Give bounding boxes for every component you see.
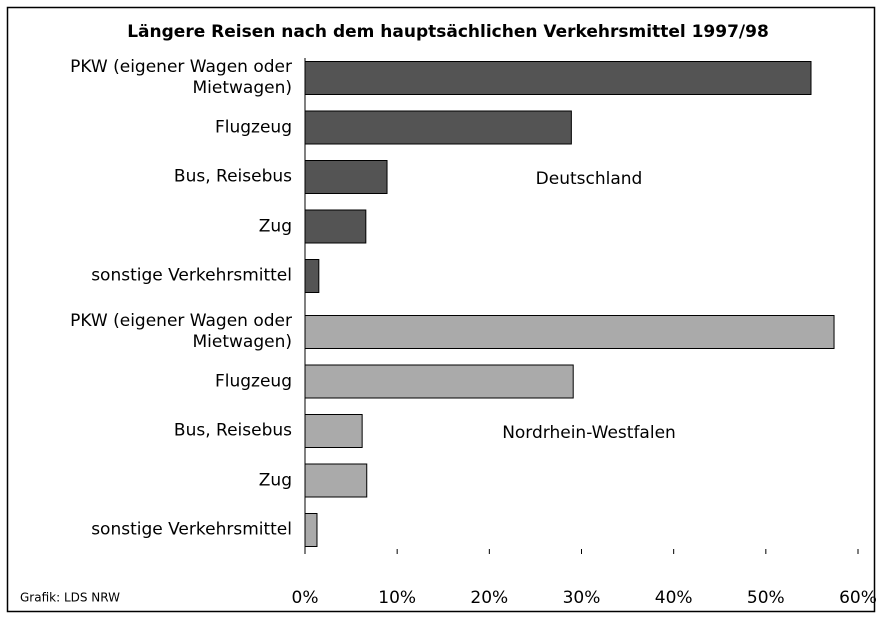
frame [6, 6, 876, 613]
y-tick-label: Zug [258, 470, 292, 490]
x-tick-label: 30% [563, 588, 601, 608]
x-tick-label: 40% [655, 588, 693, 608]
y-tick-label: PKW (eigener Wagen oder Mietwagen) [70, 57, 292, 98]
bar [304, 364, 574, 399]
bar [304, 414, 363, 448]
bar [304, 513, 318, 547]
series-label: Deutschland [536, 169, 643, 189]
bar [304, 463, 368, 498]
y-tick-label: Bus, Reisebus [173, 420, 292, 441]
bar [304, 209, 367, 244]
source: Grafik: LDS NRW [20, 591, 120, 605]
bar [304, 61, 812, 95]
y-tick-label: sonstige Verkehrsmittel [91, 519, 292, 540]
y-tick-label: Zug [258, 216, 292, 236]
series-label: Nordrhein-Westfalen [502, 423, 676, 443]
y-tick-label: Flugzeug [214, 371, 292, 391]
y-tick-label: Flugzeug [214, 117, 292, 137]
x-tick-label: 60% [839, 588, 877, 608]
bar [304, 315, 835, 349]
x-tick-label: 0% [292, 588, 319, 608]
y-tick-label: PKW (eigener Wagen oder Mietwagen) [70, 311, 292, 352]
x-tick-label: 10% [378, 588, 416, 608]
bar [304, 110, 572, 145]
y-tick-label: Bus, Reisebus [173, 166, 292, 187]
x-tick-label: 50% [747, 588, 785, 608]
chart-title: Längere Reisen nach dem hauptsächlichen … [127, 22, 769, 42]
bar [304, 160, 388, 194]
x-tick-label: 20% [470, 588, 508, 608]
bar [304, 259, 320, 293]
y-tick-label: sonstige Verkehrsmittel [91, 265, 292, 286]
